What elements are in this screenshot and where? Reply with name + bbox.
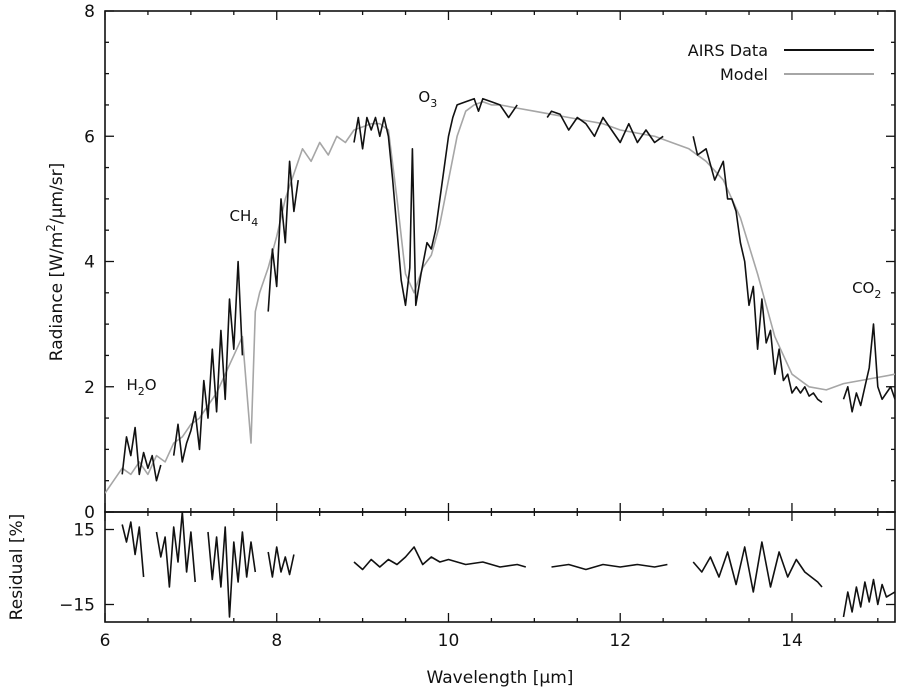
airs-data-line-top-5 <box>692 136 823 404</box>
airs-data-line-bottom-2 <box>207 526 257 618</box>
x-axis-title: Wavelength [μm] <box>427 668 574 688</box>
bottom-ytick-label: 15 <box>73 521 95 541</box>
xtick-label: 8 <box>271 631 282 651</box>
top-ytick-label: 0 <box>84 503 95 523</box>
xtick-label: 14 <box>781 631 803 651</box>
molecule-annotations: H2O CH4 O3 CO2 <box>126 88 881 398</box>
top-plot-area <box>105 97 895 494</box>
airs-data-line-top-4 <box>546 110 664 144</box>
legend: AIRS Data Model <box>688 41 874 84</box>
h2o-label: H2O <box>126 376 156 398</box>
airs-data-line-top-1 <box>172 260 244 463</box>
legend-label-airs: AIRS Data <box>688 41 768 60</box>
axis-ticks <box>104 10 895 622</box>
legend-label-model: Model <box>720 65 768 84</box>
airs-data-line-top-3 <box>353 97 518 307</box>
top-ytick-label: 8 <box>84 2 95 22</box>
airs-data-line-top-6 <box>842 323 895 413</box>
o3-label: O3 <box>418 88 437 110</box>
bottom-y-axis-title: Residual [%] <box>7 514 27 621</box>
top-ytick-label: 4 <box>84 253 95 273</box>
xtick-label: 10 <box>438 631 460 651</box>
bottom-plot-area <box>121 512 895 618</box>
airs-data-line-bottom-1 <box>155 512 196 588</box>
airs-data-line-bottom-5 <box>551 563 668 571</box>
airs-data-line-bottom-4 <box>353 546 527 571</box>
airs-data-line-top-0 <box>121 426 162 482</box>
top-ytick-label: 6 <box>84 127 95 147</box>
top-ytick-label: 2 <box>84 378 95 398</box>
co2-label: CO2 <box>852 279 881 301</box>
xtick-label: 6 <box>100 631 111 651</box>
ch4-label: CH4 <box>230 207 259 229</box>
top-y-axis-title: Radiance [W/m2/μm/sr] <box>44 163 67 361</box>
airs-data-line-bottom-7 <box>842 578 895 618</box>
model-line-top-0 <box>105 101 895 494</box>
airs-data-line-bottom-3 <box>267 546 295 578</box>
airs-data-line-top-2 <box>267 160 299 312</box>
airs-data-line-bottom-0 <box>121 521 145 578</box>
xtick-label: 12 <box>609 631 631 651</box>
top-panel-frame <box>104 10 896 513</box>
bottom-panel-frame <box>104 511 896 623</box>
axis-tick-labels: 0 2 4 6 8 6 8 10 12 14 −15 15 <box>59 2 803 651</box>
bottom-ytick-label: −15 <box>59 596 95 616</box>
airs-data-line-bottom-6 <box>692 541 823 593</box>
